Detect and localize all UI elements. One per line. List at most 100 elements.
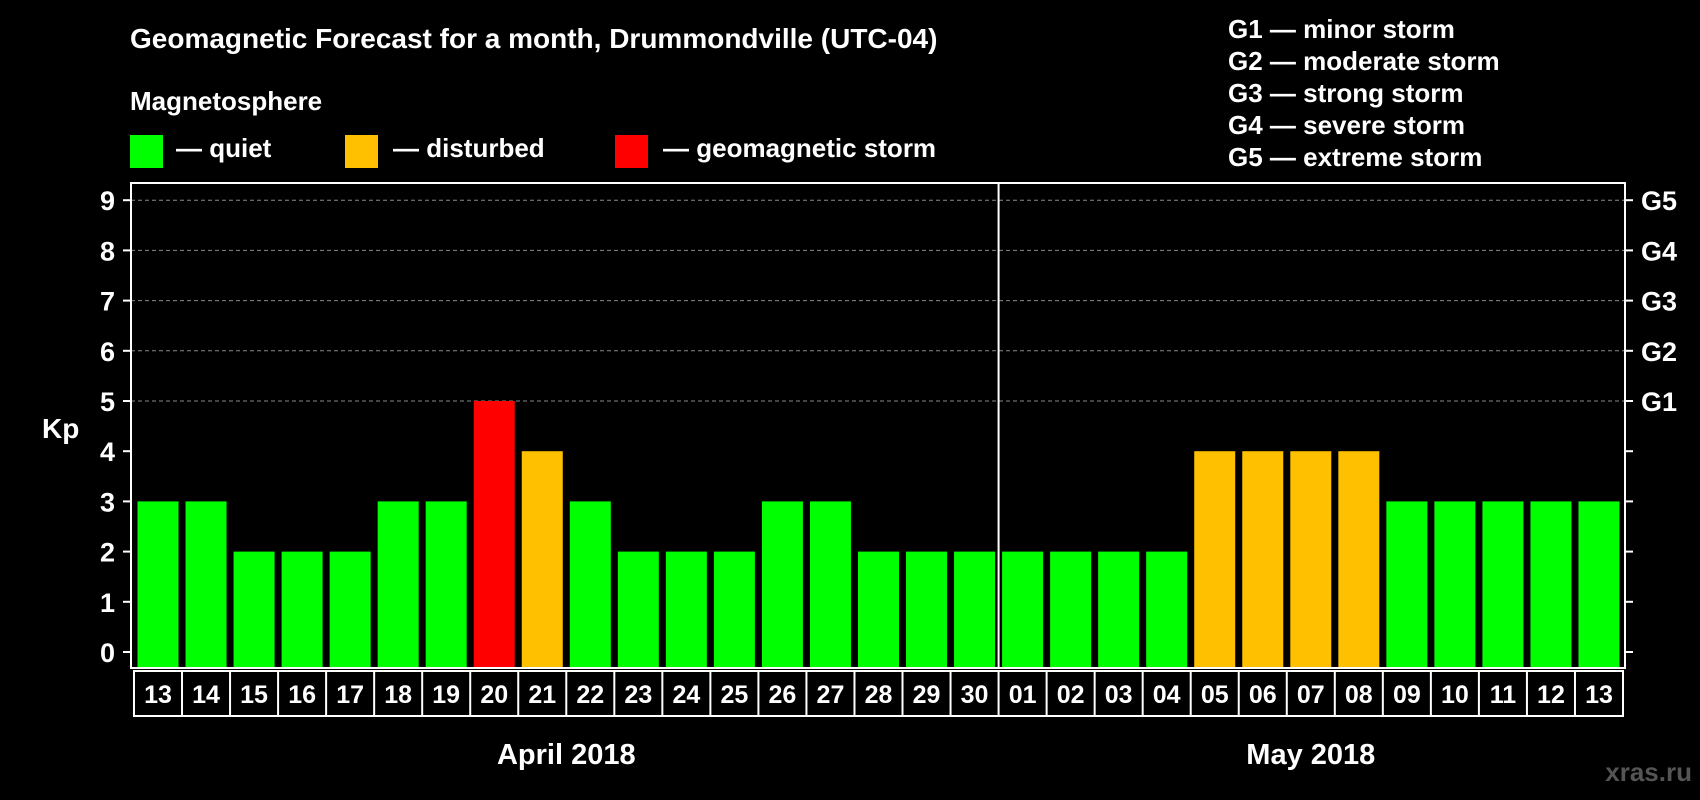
bar [1338, 451, 1380, 668]
bar [761, 501, 803, 668]
day-label: 05 [1201, 681, 1229, 709]
bar [1434, 501, 1476, 668]
bar [281, 551, 323, 668]
bar [617, 551, 659, 668]
bar [954, 551, 996, 668]
day-label: 25 [720, 681, 748, 709]
bar [233, 551, 275, 668]
bar [569, 501, 611, 668]
bar [473, 401, 515, 668]
day-label: 02 [1057, 681, 1085, 709]
day-label: 06 [1249, 681, 1277, 709]
day-label: 12 [1537, 681, 1565, 709]
storm-level-label: G5 [1641, 186, 1677, 216]
legend-swatch-disturbed [345, 135, 378, 168]
day-label: 28 [865, 681, 893, 709]
day-label: 21 [528, 681, 556, 709]
bar [1290, 451, 1332, 668]
day-label: 11 [1490, 681, 1517, 709]
bar [1578, 501, 1620, 668]
day-label: 20 [480, 681, 508, 709]
day-label-frame [132, 670, 1625, 717]
day-label: 30 [961, 681, 989, 709]
day-label: 13 [1585, 681, 1613, 709]
bar [1194, 451, 1236, 668]
y-tick-label: 7 [100, 287, 115, 317]
bar [377, 501, 419, 668]
y-tick-label: 5 [100, 387, 115, 417]
y-tick-label: 9 [100, 186, 115, 216]
storm-scale-g1: G1 — minor storm [1228, 14, 1455, 44]
storm-scale-g4: G4 — severe storm [1228, 110, 1465, 140]
legend-swatch-storm [615, 135, 648, 168]
bars [137, 401, 1620, 668]
day-label: 03 [1105, 681, 1133, 709]
bar [1482, 501, 1524, 668]
y-tick-label: 3 [100, 487, 115, 517]
bar [1146, 551, 1188, 668]
day-label: 17 [336, 681, 364, 709]
day-label: 26 [769, 681, 797, 709]
legend-heading: Magnetosphere [130, 86, 322, 116]
day-label: 16 [288, 681, 316, 709]
legend-label-quiet: — quiet [176, 133, 272, 163]
y-tick-label: 0 [100, 638, 115, 668]
bar [1386, 501, 1428, 668]
grid-lines [131, 199, 1625, 402]
day-label: 24 [672, 681, 700, 709]
y-tick-label: 1 [100, 588, 115, 618]
bar [1098, 551, 1140, 668]
bar [425, 501, 467, 668]
month-label: May 2018 [1246, 739, 1375, 771]
month-label: April 2018 [497, 739, 636, 771]
bar [137, 501, 179, 668]
y-tick-label: 8 [100, 236, 115, 266]
bar [1050, 551, 1092, 668]
bar [1242, 451, 1284, 668]
y-axis-label: Kp [42, 413, 79, 444]
y-tick-label: 4 [100, 437, 115, 467]
storm-level-label: G3 [1641, 287, 1677, 317]
bar [906, 551, 948, 668]
bar [1530, 501, 1572, 668]
storm-level-label: G4 [1641, 236, 1677, 266]
storm-scale-g2: G2 — moderate storm [1228, 46, 1500, 76]
day-label: 08 [1345, 681, 1373, 709]
bar [809, 501, 851, 668]
y-axis: 0 1 2 3 4 5 6 7 8 9 [100, 186, 131, 668]
day-label: 27 [817, 681, 845, 709]
day-label: 13 [144, 681, 172, 709]
day-label: 14 [192, 681, 220, 709]
day-labels: 13 14 15 16 17 18 19 20 21 22 23 24 25 26 27 28 29 30 01 02… [132, 670, 1625, 717]
bar [713, 551, 755, 668]
plot-frame [130, 182, 1626, 669]
storm-level-label: G2 [1641, 337, 1677, 367]
storm-level-axis: G1 G2 G3 G4 G5 [1625, 186, 1677, 653]
bar [329, 551, 371, 668]
day-label: 18 [384, 681, 412, 709]
y-tick-label: 2 [100, 538, 115, 568]
storm-level-label: G1 [1641, 387, 1677, 417]
day-label: 04 [1153, 681, 1181, 709]
chart-title: Geomagnetic Forecast for a month, Drummo… [130, 23, 937, 54]
y-tick-label: 6 [100, 337, 115, 367]
day-label: 29 [913, 681, 941, 709]
day-label: 09 [1393, 681, 1421, 709]
legend-swatch-quiet [130, 135, 163, 168]
day-label: 22 [576, 681, 604, 709]
day-label: 01 [1009, 681, 1037, 709]
bar [665, 551, 707, 668]
day-label: 19 [432, 681, 460, 709]
bar [185, 501, 227, 668]
legend-label-disturbed: — disturbed [393, 133, 545, 163]
month-labels: April 2018 May 2018 [497, 739, 1375, 771]
bar [857, 551, 899, 668]
legend: — quiet — disturbed — geomagnetic storm [130, 133, 936, 168]
bar [1002, 551, 1044, 668]
storm-scale-g5: G5 — extreme storm [1228, 142, 1482, 172]
bar [521, 451, 563, 668]
legend-label-storm: — geomagnetic storm [663, 133, 936, 163]
day-label: 10 [1441, 681, 1469, 709]
day-label: 23 [624, 681, 652, 709]
